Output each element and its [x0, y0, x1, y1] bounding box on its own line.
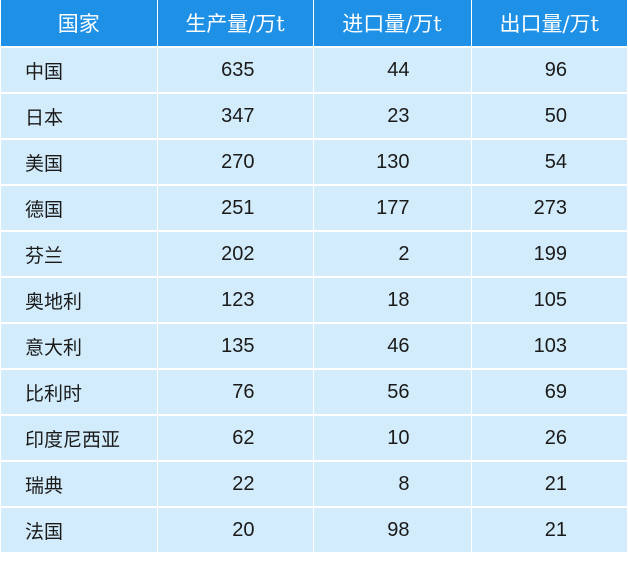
- cell-imports: 2: [313, 231, 472, 278]
- cell-exports: 50: [471, 93, 627, 140]
- cell-country: 德国: [1, 185, 158, 232]
- cell-imports: 10: [313, 415, 472, 462]
- cell-country: 中国: [1, 47, 158, 94]
- cell-imports: 98: [313, 507, 472, 552]
- table-row: 芬兰 202 2 199: [1, 231, 627, 278]
- table-row: 美国 270 130 54: [1, 139, 627, 186]
- cell-production: 347: [157, 93, 314, 140]
- cell-exports: 273: [471, 185, 627, 232]
- cell-country: 奥地利: [1, 277, 158, 324]
- cell-imports: 177: [313, 185, 472, 232]
- cell-imports: 18: [313, 277, 472, 324]
- cell-production: 202: [157, 231, 314, 278]
- table-row: 意大利 135 46 103: [1, 323, 627, 370]
- cell-country: 意大利: [1, 323, 158, 370]
- table-row: 印度尼西亚 62 10 26: [1, 415, 627, 462]
- table-row: 德国 251 177 273: [1, 185, 627, 232]
- cell-production: 270: [157, 139, 314, 186]
- cell-production: 635: [157, 47, 314, 94]
- cell-imports: 56: [313, 369, 472, 416]
- header-row: 国家 生产量/万t 进口量/万t 出口量/万t: [1, 0, 627, 48]
- cell-production: 20: [157, 507, 314, 552]
- cell-exports: 21: [471, 461, 627, 508]
- cell-production: 123: [157, 277, 314, 324]
- cell-production: 135: [157, 323, 314, 370]
- cell-imports: 44: [313, 47, 472, 94]
- cell-production: 22: [157, 461, 314, 508]
- cell-exports: 69: [471, 369, 627, 416]
- cell-imports: 23: [313, 93, 472, 140]
- cell-production: 76: [157, 369, 314, 416]
- table-body: 中国 635 44 96 日本 347 23 50 美国 270 130 54 德国 251 177 273 芬…: [1, 47, 627, 552]
- cell-country: 瑞典: [1, 461, 158, 508]
- cell-exports: 54: [471, 139, 627, 186]
- cell-country: 法国: [1, 507, 158, 552]
- header-exports: 出口量/万t: [471, 0, 627, 48]
- cell-country: 芬兰: [1, 231, 158, 278]
- cell-country: 美国: [1, 139, 158, 186]
- cell-country: 日本: [1, 93, 158, 140]
- cell-exports: 199: [471, 231, 627, 278]
- cell-imports: 8: [313, 461, 472, 508]
- cell-production: 251: [157, 185, 314, 232]
- header-country: 国家: [1, 0, 158, 48]
- table-row: 日本 347 23 50: [1, 93, 627, 140]
- table-row: 瑞典 22 8 21: [1, 461, 627, 508]
- header-production: 生产量/万t: [157, 0, 314, 48]
- header-imports: 进口量/万t: [313, 0, 472, 48]
- table-row: 中国 635 44 96: [1, 47, 627, 94]
- cell-imports: 130: [313, 139, 472, 186]
- table-header: 国家 生产量/万t 进口量/万t 出口量/万t: [1, 0, 627, 48]
- table-row: 奥地利 123 18 105: [1, 277, 627, 324]
- cell-exports: 26: [471, 415, 627, 462]
- cell-exports: 96: [471, 47, 627, 94]
- cell-production: 62: [157, 415, 314, 462]
- table-row: 比利时 76 56 69: [1, 369, 627, 416]
- cell-country: 比利时: [1, 369, 158, 416]
- cell-imports: 46: [313, 323, 472, 370]
- table-row: 法国 20 98 21: [1, 507, 627, 552]
- cell-exports: 105: [471, 277, 627, 324]
- cell-exports: 21: [471, 507, 627, 552]
- cell-exports: 103: [471, 323, 627, 370]
- cell-country: 印度尼西亚: [1, 415, 158, 462]
